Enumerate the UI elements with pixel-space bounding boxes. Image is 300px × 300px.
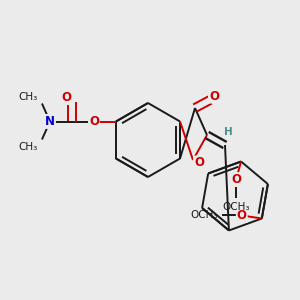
Text: OCH₃: OCH₃: [190, 211, 218, 220]
Text: O: O: [89, 115, 99, 128]
Text: H: H: [224, 127, 232, 137]
Text: CH₃: CH₃: [19, 92, 38, 101]
Text: O: O: [194, 157, 204, 169]
Text: N: N: [45, 115, 55, 128]
Text: OCH₃: OCH₃: [222, 202, 250, 212]
Text: O: O: [237, 209, 247, 222]
Text: O: O: [231, 173, 241, 186]
Text: O: O: [61, 91, 71, 104]
Text: CH₃: CH₃: [19, 142, 38, 152]
Text: O: O: [209, 89, 219, 103]
